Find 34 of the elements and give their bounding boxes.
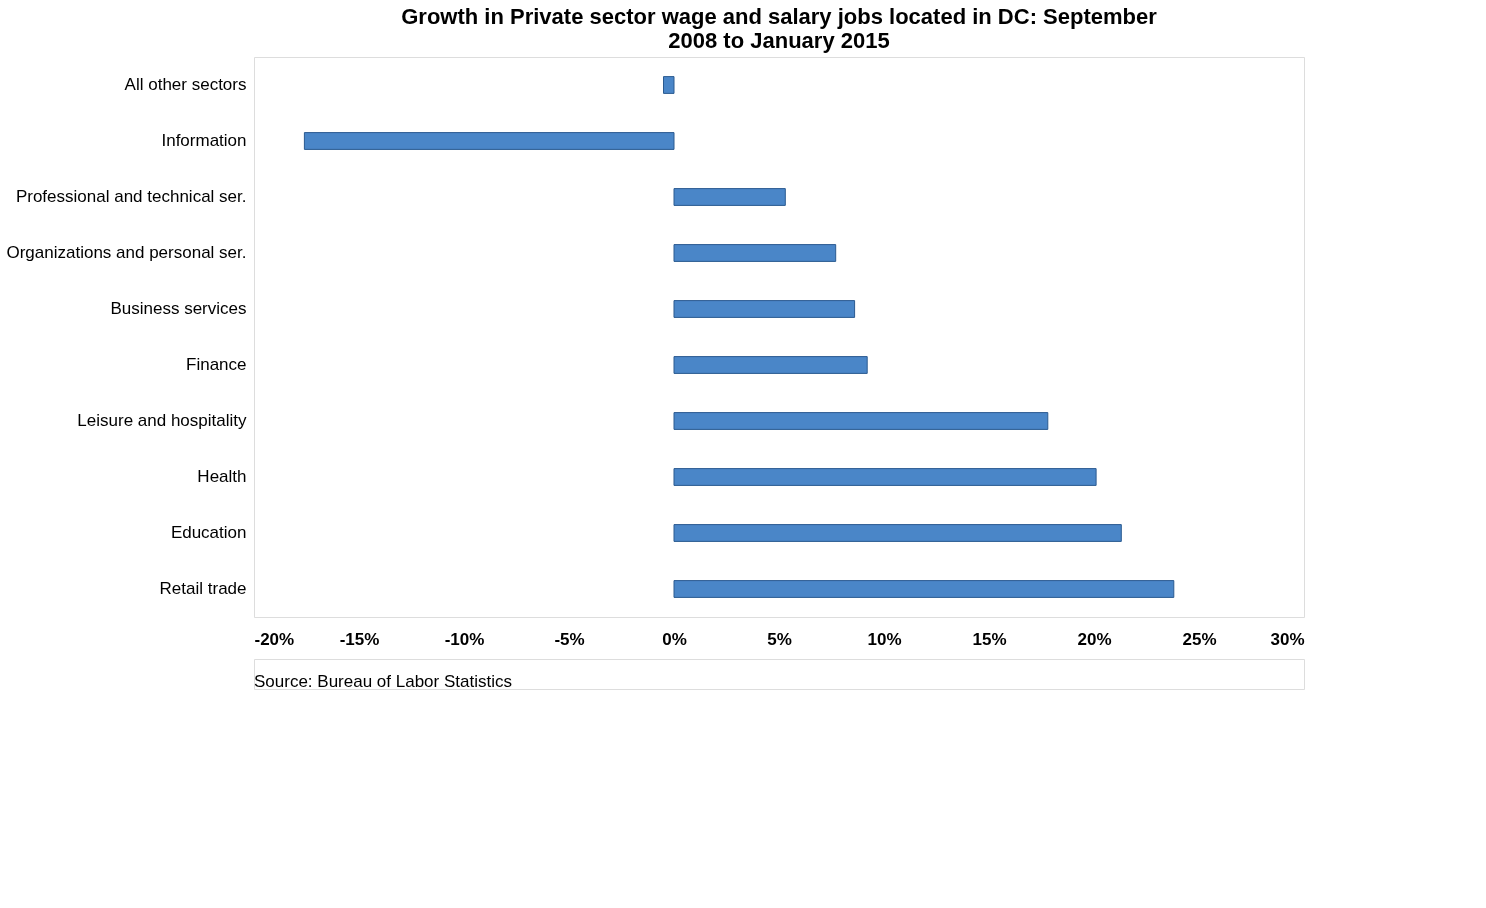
- y-tick-label: Leisure and hospitality: [77, 411, 247, 430]
- x-tick-label: 20%: [1077, 629, 1112, 649]
- x-tick-label: 5%: [767, 629, 792, 649]
- bar: [673, 524, 1122, 542]
- y-tick-label: Information: [161, 131, 247, 150]
- x-tick-label: -15%: [339, 629, 380, 649]
- x-tick-label: 15%: [972, 629, 1007, 649]
- bar: [673, 300, 856, 318]
- bar: [303, 132, 675, 150]
- bar: [673, 188, 786, 206]
- bar: [673, 244, 837, 262]
- x-tick-label: -5%: [554, 629, 585, 649]
- x-tick-label: 0%: [662, 629, 687, 649]
- x-tick-label: 25%: [1182, 629, 1217, 649]
- y-tick-label: All other sectors: [124, 75, 247, 94]
- y-tick-label: Education: [170, 523, 247, 542]
- y-tick-label: Organizations and personal ser.: [6, 243, 247, 262]
- x-tick-label: 30%: [1270, 629, 1305, 649]
- y-tick-label: Finance: [186, 355, 247, 374]
- x-tick-label: -20%: [254, 629, 295, 649]
- y-tick-label: Professional and technical ser.: [15, 187, 247, 206]
- y-tick-label: Business services: [110, 299, 247, 318]
- x-tick-label: -10%: [444, 629, 485, 649]
- text: Growth in Private sector wage and salary jobs located in DC: September: [401, 4, 1157, 29]
- bar: [673, 412, 1049, 430]
- bar: [673, 356, 868, 374]
- bar: [673, 580, 1175, 598]
- y-tick-label: Retail trade: [159, 579, 247, 598]
- bar: [663, 76, 675, 94]
- source-note: Source: Bureau of Labor Statistics: [254, 672, 512, 691]
- text: 2008 to January 2015: [668, 28, 890, 53]
- y-tick-label: Health: [197, 467, 247, 486]
- x-tick-label: 10%: [867, 629, 902, 649]
- bar: [673, 468, 1097, 486]
